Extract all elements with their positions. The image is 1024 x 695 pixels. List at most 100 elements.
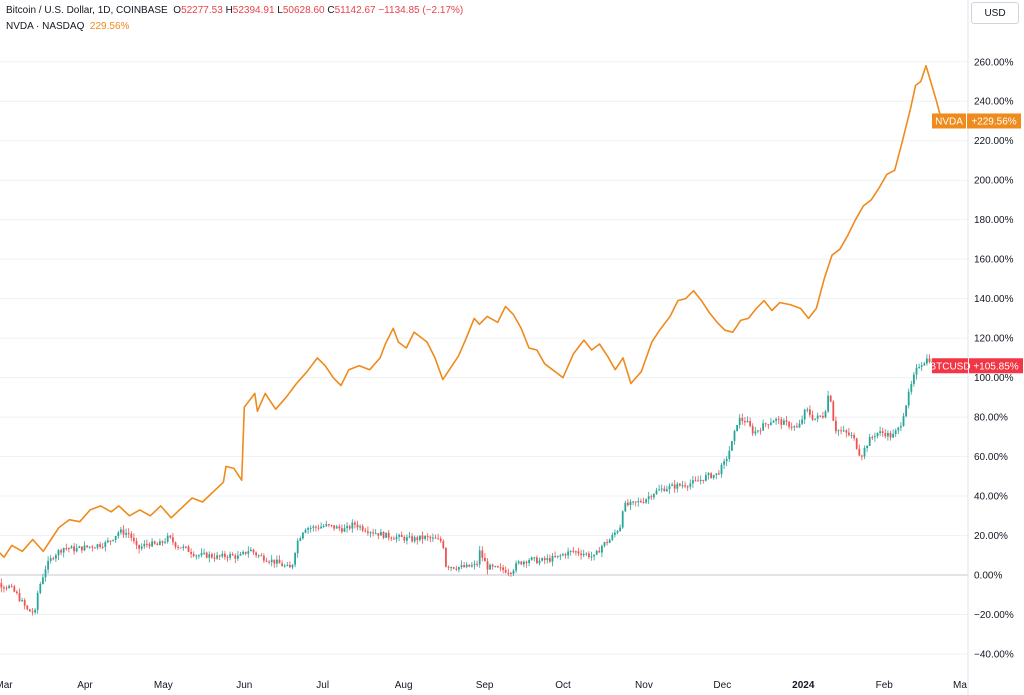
nvda-price-tag[interactable]: NVDA +229.56%: [932, 113, 1021, 129]
low-label: L: [277, 5, 283, 16]
y-tick-label: 100.00%: [974, 373, 1014, 384]
btc-candle: [751, 426, 754, 434]
btc-candle: [928, 358, 931, 362]
btc-candle: [260, 555, 263, 557]
btc-title: Bitcoin / U.S. Dollar, 1D, COINBASE: [6, 5, 168, 16]
x-tick-label: 2024: [792, 680, 815, 691]
btc-candle: [577, 551, 580, 554]
btc-candle: [697, 480, 700, 482]
btc-candle: [18, 592, 21, 601]
btc-candle: [291, 564, 294, 568]
btc-candle: [286, 564, 289, 566]
btc-candle: [29, 609, 31, 612]
btc-candle: [127, 532, 130, 534]
btc-legend[interactable]: Bitcoin / U.S. Dollar, 1D, COINBASE O522…: [6, 5, 463, 16]
btc-candle: [182, 546, 185, 549]
tag-name: BTCUSD: [929, 361, 970, 372]
btc-candle: [588, 553, 590, 558]
btcusd-price-tag[interactable]: BTCUSD +105.85%: [929, 358, 1023, 374]
btc-candle: [343, 528, 346, 532]
btc-candle: [413, 537, 416, 542]
btc-candle: [62, 547, 65, 553]
btc-candle: [151, 541, 154, 547]
btc-candle: [673, 484, 676, 489]
btc-candle: [21, 600, 24, 602]
btc-candle: [728, 450, 731, 460]
y-tick-label: 40.00%: [974, 492, 1008, 503]
btc-candle: [16, 591, 18, 593]
btc-candle: [265, 560, 268, 562]
btc-candle: [718, 473, 720, 475]
btc-candle: [692, 480, 694, 484]
currency-button[interactable]: USD: [971, 2, 1019, 24]
btc-candle: [671, 484, 674, 486]
btc-candle: [720, 464, 723, 475]
btc-candle: [367, 531, 369, 533]
btc-candle: [68, 548, 70, 550]
btc-candle: [471, 565, 473, 567]
btc-candle: [629, 501, 632, 506]
btc-candle: [918, 366, 921, 368]
btc-candle: [439, 538, 442, 542]
btc-candle: [634, 501, 637, 503]
nvda-series: [0, 64, 943, 558]
btc-candle: [356, 524, 359, 528]
y-tick-label: 20.00%: [974, 531, 1008, 542]
btc-candle: [666, 489, 668, 492]
btc-series: [0, 354, 941, 616]
btc-candle: [705, 475, 707, 481]
btc-candle: [525, 561, 528, 564]
btc-candle: [169, 535, 172, 538]
btc-candle: [900, 426, 902, 428]
btc-candle: [174, 542, 177, 547]
btc-candle: [172, 537, 174, 543]
btc-candle: [47, 560, 50, 570]
y-tick-label: −20.00%: [974, 610, 1014, 621]
btc-candle: [179, 547, 182, 549]
btc-candle: [247, 551, 250, 554]
btc-candle: [595, 550, 598, 555]
btc-candle: [536, 557, 538, 564]
btc-candle: [504, 570, 507, 573]
btc-candle: [822, 416, 824, 418]
btc-candle: [348, 526, 351, 529]
btc-candle: [819, 415, 822, 417]
btc-candle: [122, 529, 125, 535]
btc-candle: [551, 556, 554, 562]
tag-value-bg: [969, 358, 1023, 374]
btc-candle: [653, 493, 655, 498]
btc-candle: [192, 553, 195, 557]
btc-candle: [403, 537, 406, 541]
btc-candle: [242, 551, 245, 555]
btc-candle: [86, 545, 89, 547]
btc-candle: [549, 558, 551, 562]
btc-candle: [49, 558, 52, 561]
btc-candle: [351, 522, 354, 529]
btc-candle: [406, 537, 408, 541]
btc-candle: [322, 525, 325, 527]
btc-candle: [455, 568, 458, 570]
btc-candle: [421, 535, 424, 539]
btc-candle: [541, 558, 544, 561]
btc-candle: [99, 544, 102, 547]
btc-candle: [166, 535, 169, 542]
btc-candle: [70, 546, 73, 549]
btc-candle: [741, 417, 744, 422]
btc-candle: [452, 567, 455, 569]
btc-candle: [34, 609, 37, 613]
nvda-legend[interactable]: NVDA · NASDAQ 229.56%: [6, 21, 129, 32]
btc-candle: [354, 522, 356, 525]
btc-candle: [346, 526, 349, 529]
x-tick-label: Aug: [395, 680, 413, 691]
btc-candle: [840, 430, 843, 432]
btc-candle: [307, 528, 310, 530]
btc-candle: [569, 550, 572, 552]
btc-candle: [562, 554, 564, 556]
btc-candle: [660, 488, 663, 490]
btc-candle: [268, 561, 271, 563]
btc-candle: [468, 564, 471, 567]
btc-candle: [143, 543, 146, 547]
btc-candle: [637, 501, 640, 503]
btc-candle: [88, 546, 91, 548]
